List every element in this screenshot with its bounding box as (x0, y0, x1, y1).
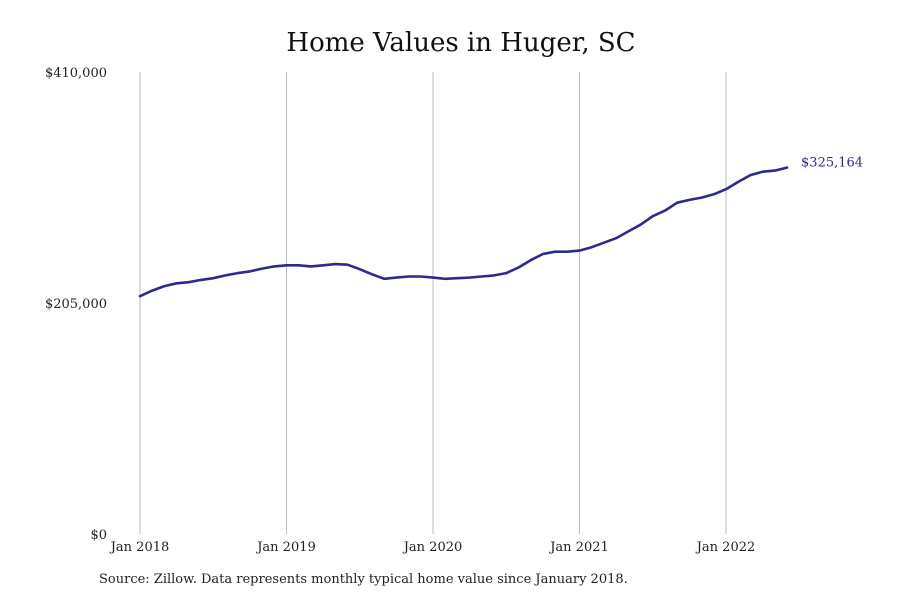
y-tick-label: $410,000 (45, 66, 107, 81)
grid (139, 72, 727, 534)
chart-title: Home Values in Huger, SC (286, 28, 635, 58)
y-tick-label: $0 (90, 528, 107, 543)
x-tick-label: Jan 2022 (695, 540, 756, 555)
x-tick-label: Jan 2021 (548, 540, 609, 555)
series: $325,164 (138, 156, 863, 298)
x-tick-label: Jan 2020 (402, 540, 463, 555)
series-line (138, 166, 789, 298)
y-axis: $0 $205,000 $410,000 (45, 66, 107, 543)
x-tick-label: Jan 2018 (109, 540, 170, 555)
end-value-label: $325,164 (801, 156, 863, 171)
source-note: Source: Zillow. Data represents monthly … (99, 572, 628, 587)
x-axis: Jan 2018 Jan 2019 Jan 2020 Jan 2021 Jan 2022 (109, 540, 756, 555)
y-tick-label: $205,000 (45, 297, 107, 312)
x-tick-label: Jan 2019 (255, 540, 316, 555)
